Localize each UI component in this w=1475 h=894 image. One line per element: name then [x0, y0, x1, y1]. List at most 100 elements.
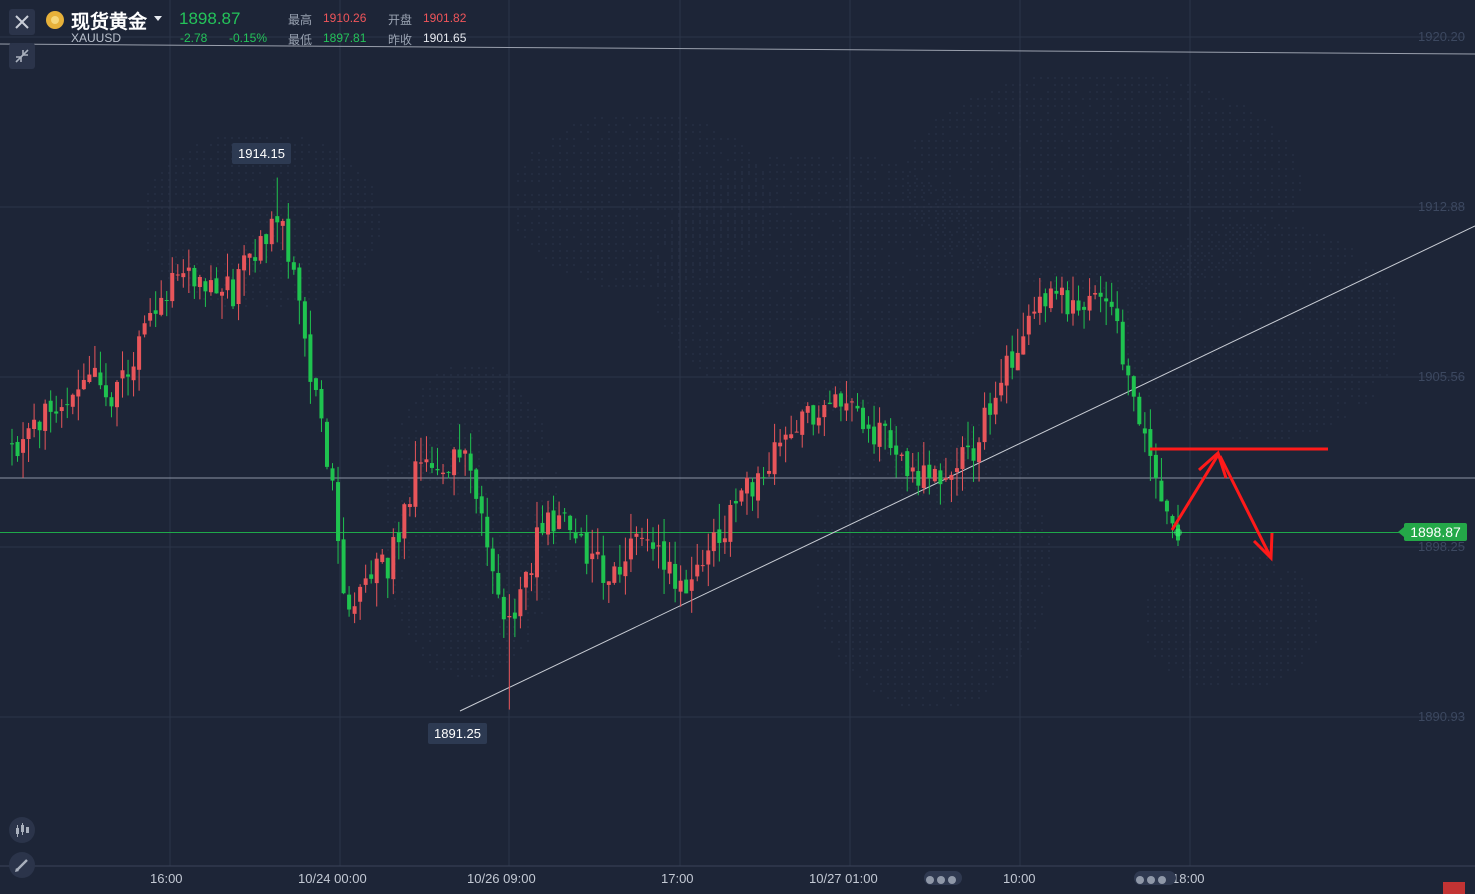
candle-body — [673, 563, 678, 589]
candle-body — [385, 557, 390, 579]
chevron-down-icon[interactable] — [154, 16, 162, 21]
gold-coin-icon — [46, 11, 64, 29]
candle-body — [767, 470, 772, 474]
candle-body — [1164, 500, 1169, 512]
symbol-code: XAUUSD — [71, 31, 122, 45]
candle-body — [1159, 480, 1164, 502]
candlestick-series — [10, 177, 1182, 710]
candle-body — [109, 397, 114, 407]
candle-body — [341, 539, 346, 594]
candle-body — [269, 218, 274, 245]
candle-body — [159, 297, 164, 315]
candle-body — [977, 442, 982, 463]
candle-body — [219, 291, 224, 296]
arrow-up-head — [1197, 450, 1228, 479]
y-tick-label: 1898.25 — [1418, 539, 1465, 554]
scroll-handle[interactable] — [924, 871, 962, 885]
corner-badge[interactable] — [1443, 882, 1465, 894]
chart-type-button[interactable] — [9, 817, 35, 843]
candle-body — [1048, 288, 1053, 309]
candle-body — [1153, 454, 1158, 479]
candle-body — [457, 449, 462, 458]
candle-body — [783, 434, 788, 440]
x-tick-label: 18:00 — [1172, 871, 1205, 886]
candle-body — [485, 516, 490, 548]
drawn-arrow-annotation — [1150, 447, 1328, 562]
candle-body — [435, 468, 440, 471]
candle-body — [1015, 352, 1020, 371]
open-label: 开盘 — [388, 13, 413, 27]
candle-body — [916, 471, 921, 486]
candle-body — [98, 372, 103, 386]
candle-body — [651, 542, 656, 549]
candle-body — [358, 586, 363, 602]
candle-body — [982, 407, 987, 443]
candle-body — [1065, 290, 1070, 315]
candle-body — [1021, 336, 1026, 355]
instrument-name[interactable]: 现货黄金 — [71, 12, 148, 33]
candle-body — [275, 216, 280, 223]
candle-body — [573, 532, 578, 539]
candle-body — [888, 430, 893, 448]
y-tick-label: 1905.56 — [1418, 369, 1465, 384]
candle-body — [844, 403, 849, 411]
x-tick-label: 10:00 — [1003, 871, 1036, 886]
candle-body — [1109, 301, 1114, 307]
candle-body — [65, 404, 70, 406]
candle-body — [247, 253, 252, 258]
candle-body — [446, 471, 451, 473]
pencil-icon — [15, 859, 28, 872]
candle-body — [628, 538, 633, 560]
candle-body — [474, 469, 479, 499]
candle-body — [120, 370, 125, 379]
candle-body — [374, 558, 379, 584]
y-tick-label: 1920.20 — [1418, 29, 1465, 44]
candle-body — [601, 555, 606, 583]
candle-body — [695, 564, 700, 577]
candle-body — [899, 454, 904, 456]
candle-body — [883, 423, 888, 426]
candle-body — [656, 545, 661, 547]
candle-body — [1126, 365, 1131, 376]
candle-body — [452, 449, 457, 476]
candle-body — [772, 442, 777, 475]
candle-body — [1043, 293, 1048, 307]
high-value: 1910.26 — [323, 11, 367, 25]
candle-body — [639, 537, 644, 539]
chart-grid — [0, 0, 1475, 867]
candle-body — [380, 554, 385, 563]
candle-body — [1004, 355, 1009, 386]
candle-body — [1037, 296, 1042, 313]
collapse-button[interactable] — [9, 43, 35, 69]
candle-body — [407, 504, 412, 508]
candle-body — [308, 334, 313, 382]
candle-body — [623, 561, 628, 577]
last-price-glow — [1174, 528, 1182, 537]
candle-body — [822, 405, 827, 418]
candle-body — [711, 532, 716, 552]
candle-body — [352, 606, 357, 614]
candle-body — [242, 255, 247, 271]
candle-body — [722, 538, 727, 543]
candle-body — [76, 389, 81, 397]
low-label: 最低 — [288, 33, 313, 47]
candle-body — [557, 515, 562, 529]
x-tick-label: 10/26 09:00 — [467, 871, 536, 886]
candle-body — [297, 267, 302, 301]
candle-body — [37, 421, 42, 431]
rising-support-trendline — [459, 225, 1475, 712]
draw-tool-button[interactable] — [9, 852, 35, 878]
candle-body — [369, 574, 374, 579]
candle-body — [949, 474, 954, 480]
candle-body — [92, 367, 97, 377]
candle-body — [551, 510, 556, 532]
candle-body — [313, 378, 318, 390]
candle-body — [849, 401, 854, 403]
candle-body — [203, 281, 208, 292]
close-button[interactable] — [9, 9, 35, 35]
candle-body — [225, 276, 230, 291]
candle-body — [800, 411, 805, 435]
scroll-handle[interactable] — [1134, 871, 1176, 885]
